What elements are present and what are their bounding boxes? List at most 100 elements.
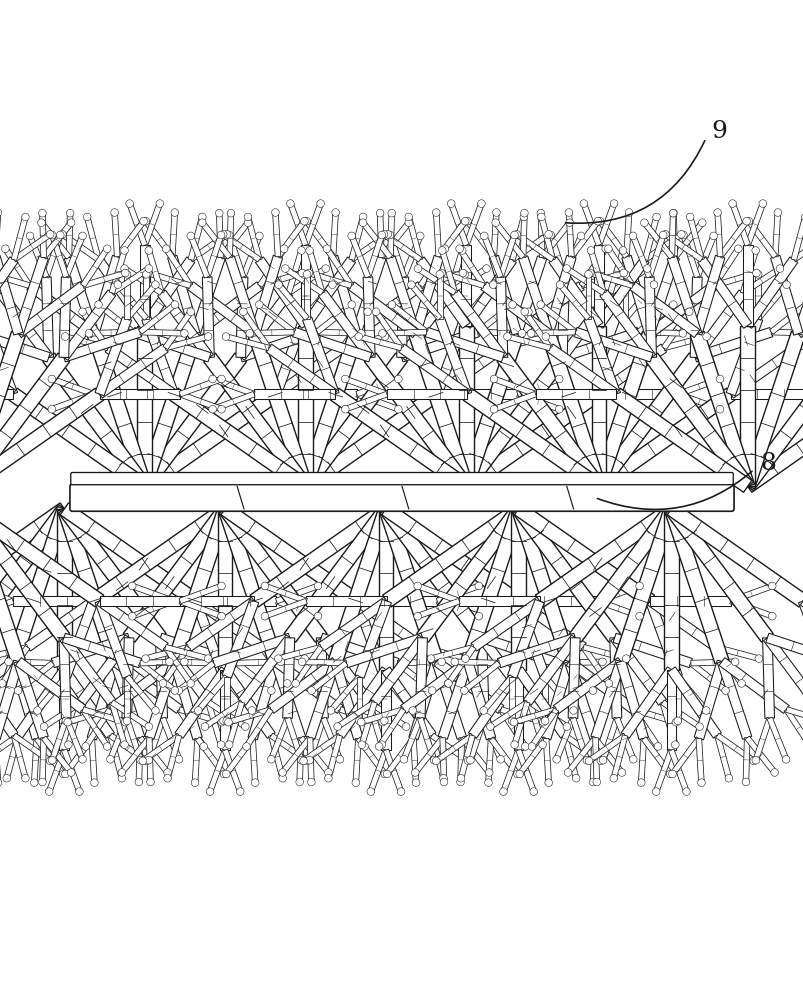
Polygon shape — [47, 749, 67, 793]
Polygon shape — [381, 667, 435, 738]
Polygon shape — [450, 290, 506, 360]
Polygon shape — [481, 235, 503, 278]
Ellipse shape — [164, 769, 171, 776]
Polygon shape — [585, 274, 590, 319]
Polygon shape — [565, 266, 605, 295]
Polygon shape — [597, 583, 640, 604]
Polygon shape — [62, 749, 82, 793]
Ellipse shape — [246, 330, 253, 337]
Polygon shape — [594, 344, 666, 398]
Polygon shape — [381, 675, 414, 712]
Polygon shape — [594, 257, 648, 328]
Polygon shape — [755, 274, 760, 319]
Polygon shape — [89, 255, 122, 335]
Polygon shape — [7, 507, 71, 664]
Ellipse shape — [204, 333, 212, 340]
Polygon shape — [145, 644, 189, 661]
Polygon shape — [491, 212, 499, 257]
Ellipse shape — [48, 405, 55, 413]
Ellipse shape — [731, 658, 738, 666]
Polygon shape — [560, 327, 639, 362]
Ellipse shape — [222, 717, 230, 725]
Polygon shape — [14, 256, 48, 335]
Polygon shape — [457, 247, 486, 287]
Polygon shape — [540, 221, 571, 259]
Polygon shape — [437, 389, 517, 399]
Polygon shape — [224, 737, 255, 776]
Polygon shape — [308, 270, 352, 288]
Ellipse shape — [218, 375, 225, 383]
Polygon shape — [89, 738, 97, 783]
Polygon shape — [497, 234, 516, 278]
Polygon shape — [506, 334, 550, 351]
Ellipse shape — [749, 757, 756, 765]
Polygon shape — [189, 232, 228, 262]
Polygon shape — [689, 277, 701, 357]
Polygon shape — [419, 270, 463, 288]
Polygon shape — [144, 220, 174, 258]
Polygon shape — [694, 235, 715, 278]
Polygon shape — [330, 660, 363, 740]
Polygon shape — [57, 507, 121, 664]
Ellipse shape — [416, 232, 423, 240]
Polygon shape — [320, 633, 398, 668]
Polygon shape — [0, 327, 50, 362]
Polygon shape — [169, 388, 309, 492]
Polygon shape — [204, 234, 223, 278]
Polygon shape — [80, 310, 110, 350]
Polygon shape — [613, 507, 678, 664]
Polygon shape — [0, 353, 70, 491]
Polygon shape — [356, 391, 399, 412]
Ellipse shape — [378, 330, 385, 337]
Polygon shape — [165, 644, 209, 661]
Polygon shape — [143, 274, 149, 319]
Polygon shape — [666, 667, 720, 738]
Polygon shape — [591, 326, 605, 486]
Polygon shape — [165, 334, 209, 351]
Polygon shape — [397, 659, 441, 666]
Polygon shape — [565, 212, 573, 257]
Polygon shape — [195, 737, 226, 776]
Polygon shape — [516, 376, 560, 397]
Polygon shape — [95, 599, 132, 678]
Polygon shape — [522, 310, 552, 350]
Polygon shape — [386, 389, 467, 399]
Polygon shape — [225, 334, 269, 351]
Polygon shape — [178, 707, 222, 725]
Polygon shape — [35, 737, 65, 776]
Ellipse shape — [536, 301, 544, 308]
Polygon shape — [459, 331, 523, 489]
Polygon shape — [377, 213, 384, 257]
Polygon shape — [353, 282, 423, 338]
Polygon shape — [591, 331, 655, 489]
Polygon shape — [668, 213, 675, 257]
Polygon shape — [167, 255, 200, 335]
Polygon shape — [348, 282, 418, 338]
Polygon shape — [222, 232, 261, 262]
Ellipse shape — [546, 231, 554, 239]
Polygon shape — [629, 282, 699, 338]
Polygon shape — [177, 661, 215, 693]
Polygon shape — [562, 733, 601, 763]
Ellipse shape — [261, 582, 268, 590]
Polygon shape — [507, 599, 544, 678]
Polygon shape — [137, 326, 152, 486]
Ellipse shape — [165, 658, 173, 666]
Polygon shape — [139, 353, 247, 491]
Polygon shape — [287, 266, 327, 295]
Polygon shape — [675, 677, 680, 721]
Ellipse shape — [137, 756, 145, 764]
Polygon shape — [378, 509, 393, 670]
Polygon shape — [488, 700, 528, 729]
Polygon shape — [587, 733, 626, 763]
Polygon shape — [219, 505, 327, 642]
Polygon shape — [316, 638, 328, 718]
Polygon shape — [138, 736, 169, 774]
Polygon shape — [741, 353, 803, 491]
Ellipse shape — [267, 687, 275, 694]
Polygon shape — [105, 344, 177, 398]
Polygon shape — [666, 503, 803, 607]
Ellipse shape — [536, 209, 544, 217]
Polygon shape — [0, 266, 2, 295]
Polygon shape — [516, 749, 536, 793]
